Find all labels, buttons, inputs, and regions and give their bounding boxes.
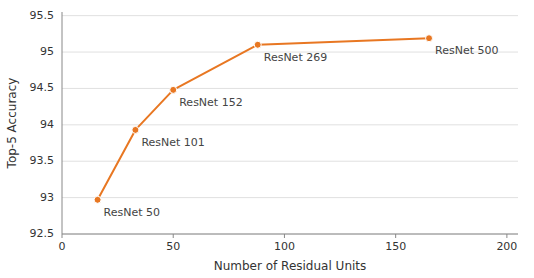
annotation: ResNet 50 [104,206,160,219]
point [132,126,139,133]
annotation: ResNet 101 [141,136,204,149]
y-tick-label: 94.5 [30,81,55,94]
x-tick-label: 200 [496,240,517,253]
point [426,35,433,42]
chart: 92.5 93 93.5 94 94.5 95 95.5 0 50 100 150 200 Number… [0,0,534,278]
x-tick-label: 150 [385,240,406,253]
grid-line [62,88,518,89]
y-axis-line [62,12,63,234]
point [94,196,101,203]
x-tick-label: 50 [166,240,180,253]
x-axis-label: Number of Residual Units [214,259,367,273]
chart-container: 92.5 93 93.5 94 94.5 95 95.5 0 50 100 150 200 Number… [0,0,534,278]
y-tick-label: 93 [40,191,54,204]
grid-line [62,197,518,198]
x-tick-label: 0 [59,240,66,253]
x-tick [284,234,285,238]
x-axis-line [62,234,518,235]
grid-line [62,15,518,16]
grid-line [62,124,518,125]
x-tick [506,234,507,238]
series [94,35,432,204]
y-tick-label: 94 [40,118,54,131]
point [170,86,177,93]
grid-line [62,234,518,235]
y-tick-label: 92.5 [30,227,55,240]
y-tick-label: 95.5 [30,9,55,22]
x-tick [395,234,396,238]
y-tick-label: 93.5 [30,154,55,167]
grid-line [62,161,518,162]
y-axis-label: Top-5 Accuracy [5,78,19,170]
x-tick [173,234,174,238]
annotation: ResNet 269 [264,51,327,64]
annotation: ResNet 152 [179,96,242,109]
annotation: ResNet 500 [435,44,498,57]
x-tick [62,234,63,238]
grid [62,16,518,234]
y-tick-label: 95 [40,45,54,58]
line [98,38,429,200]
x-tick-label: 100 [274,240,295,253]
point [254,41,261,48]
